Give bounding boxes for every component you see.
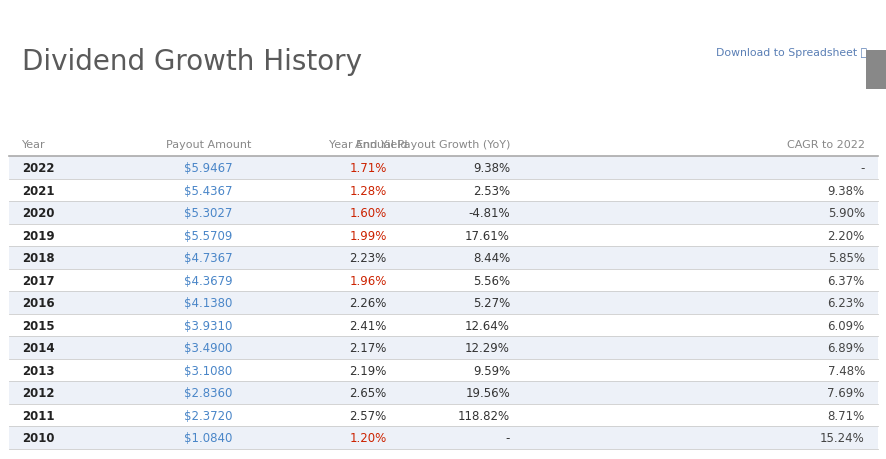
Text: 7.48%: 7.48%: [827, 364, 864, 377]
Text: 2020: 2020: [22, 207, 55, 219]
Text: 2012: 2012: [22, 386, 55, 399]
Text: 2010: 2010: [22, 431, 55, 444]
Text: 8.44%: 8.44%: [472, 252, 509, 264]
FancyBboxPatch shape: [9, 381, 877, 404]
Text: 6.89%: 6.89%: [827, 341, 864, 354]
Text: 2.20%: 2.20%: [827, 229, 864, 242]
Text: $5.9467: $5.9467: [184, 162, 232, 175]
Text: -: -: [505, 431, 509, 444]
Text: $2.3720: $2.3720: [184, 409, 232, 422]
Text: 2015: 2015: [22, 319, 55, 332]
FancyBboxPatch shape: [9, 314, 877, 336]
Text: 1.28%: 1.28%: [349, 184, 386, 197]
Text: $3.4900: $3.4900: [184, 341, 232, 354]
FancyBboxPatch shape: [9, 157, 877, 179]
Text: 2021: 2021: [22, 184, 55, 197]
Text: 1.20%: 1.20%: [349, 431, 386, 444]
Text: 12.64%: 12.64%: [464, 319, 509, 332]
Text: 6.37%: 6.37%: [827, 274, 864, 287]
Text: 5.27%: 5.27%: [472, 297, 509, 309]
Text: 2.57%: 2.57%: [349, 409, 386, 422]
Text: 5.56%: 5.56%: [472, 274, 509, 287]
Text: 9.38%: 9.38%: [472, 162, 509, 175]
Text: 2.26%: 2.26%: [349, 297, 386, 309]
Text: 15.24%: 15.24%: [820, 431, 864, 444]
Text: 2.41%: 2.41%: [349, 319, 386, 332]
FancyBboxPatch shape: [9, 426, 877, 449]
Text: $5.5709: $5.5709: [184, 229, 232, 242]
FancyBboxPatch shape: [9, 269, 877, 292]
Text: $1.0840: $1.0840: [184, 431, 232, 444]
FancyBboxPatch shape: [9, 359, 877, 381]
Text: $4.7367: $4.7367: [184, 252, 232, 264]
Text: 9.38%: 9.38%: [827, 184, 864, 197]
Text: Payout Amount: Payout Amount: [166, 140, 251, 150]
Text: $4.1380: $4.1380: [184, 297, 232, 309]
Text: 1.60%: 1.60%: [349, 207, 386, 219]
Text: 118.82%: 118.82%: [457, 409, 509, 422]
Text: 5.85%: 5.85%: [827, 252, 864, 264]
Text: 2.17%: 2.17%: [349, 341, 386, 354]
Text: 2014: 2014: [22, 341, 55, 354]
Text: 19.56%: 19.56%: [465, 386, 509, 399]
Text: 2017: 2017: [22, 274, 55, 287]
Text: Year End Yield: Year End Yield: [329, 140, 407, 150]
Text: 6.23%: 6.23%: [827, 297, 864, 309]
Text: 2016: 2016: [22, 297, 55, 309]
Text: -: -: [859, 162, 864, 175]
Text: 2.19%: 2.19%: [349, 364, 386, 377]
Text: 7.69%: 7.69%: [827, 386, 864, 399]
FancyBboxPatch shape: [9, 404, 877, 426]
Text: 2.53%: 2.53%: [472, 184, 509, 197]
Text: $2.8360: $2.8360: [184, 386, 232, 399]
Text: $5.4367: $5.4367: [184, 184, 232, 197]
Text: Year: Year: [22, 140, 46, 150]
Text: 1.71%: 1.71%: [349, 162, 386, 175]
Text: $4.3679: $4.3679: [184, 274, 232, 287]
Text: 2.23%: 2.23%: [349, 252, 386, 264]
FancyBboxPatch shape: [9, 202, 877, 224]
Text: 9.59%: 9.59%: [472, 364, 509, 377]
Text: $3.9310: $3.9310: [184, 319, 232, 332]
Text: 2022: 2022: [22, 162, 55, 175]
Text: -4.81%: -4.81%: [468, 207, 509, 219]
Text: 1.99%: 1.99%: [349, 229, 386, 242]
Text: 1.96%: 1.96%: [349, 274, 386, 287]
Text: 6.09%: 6.09%: [827, 319, 864, 332]
FancyBboxPatch shape: [9, 292, 877, 314]
FancyBboxPatch shape: [9, 179, 877, 202]
Text: 17.61%: 17.61%: [464, 229, 509, 242]
FancyBboxPatch shape: [9, 247, 877, 269]
Text: 12.29%: 12.29%: [464, 341, 509, 354]
FancyBboxPatch shape: [9, 336, 877, 359]
Text: 2.65%: 2.65%: [349, 386, 386, 399]
Text: 2018: 2018: [22, 252, 55, 264]
Text: Dividend Growth History: Dividend Growth History: [22, 48, 361, 76]
Text: 5.90%: 5.90%: [827, 207, 864, 219]
Text: $5.3027: $5.3027: [184, 207, 232, 219]
Text: 2013: 2013: [22, 364, 55, 377]
FancyBboxPatch shape: [9, 224, 877, 247]
FancyBboxPatch shape: [865, 50, 886, 90]
Text: 2019: 2019: [22, 229, 55, 242]
Text: $3.1080: $3.1080: [184, 364, 232, 377]
Text: 8.71%: 8.71%: [827, 409, 864, 422]
Text: CAGR to 2022: CAGR to 2022: [786, 140, 864, 150]
Text: 2011: 2011: [22, 409, 55, 422]
Text: Annual Payout Growth (YoY): Annual Payout Growth (YoY): [354, 140, 509, 150]
Text: Download to Spreadsheet ⤓: Download to Spreadsheet ⤓: [716, 48, 867, 58]
